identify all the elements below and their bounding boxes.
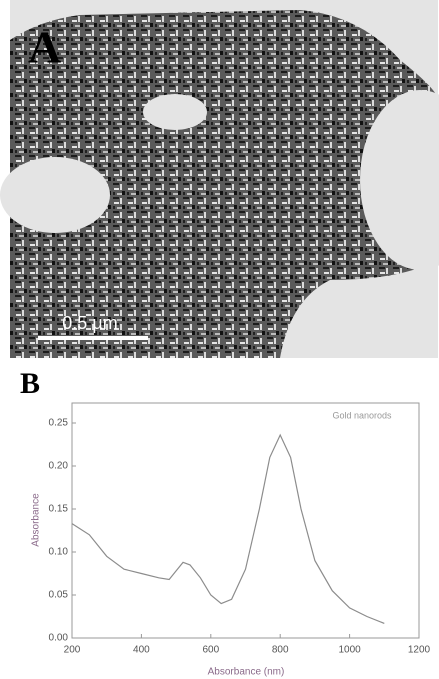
series-line: [71, 433, 385, 624]
chart: B Absorbance (nm) Absorbance 200 400 600 80…: [20, 367, 431, 678]
x-tick-label: 1200: [408, 645, 431, 656]
y-axis-label: Absorbance: [31, 493, 42, 547]
scale-bar-label: 0.5 µm: [62, 313, 117, 333]
hole: [360, 90, 439, 270]
x-tick-label: 200: [64, 645, 81, 656]
nanorod-film: [10, 10, 438, 358]
y-tick-label: 0.00: [49, 633, 69, 644]
panel-label: A: [28, 22, 61, 73]
x-tick-label: 1000: [338, 645, 361, 656]
plot-frame: [71, 402, 420, 639]
panel-label: B: [20, 367, 40, 400]
y-tick-label: 0.25: [49, 418, 69, 429]
x-tick-label: 800: [272, 645, 289, 656]
y-tick-label: 0.15: [49, 504, 69, 515]
hole: [143, 94, 207, 130]
y-tick-label: 0.20: [49, 461, 69, 472]
y-tick-label: 0.10: [49, 547, 69, 558]
y-tick-label: 0.05: [49, 590, 69, 601]
hole: [0, 157, 110, 233]
x-tick-label: 400: [133, 645, 150, 656]
legend-label: Gold nanorods: [332, 410, 392, 420]
x-tick-label: 600: [202, 645, 219, 656]
x-axis-label: Absorbance (nm): [208, 667, 285, 678]
micrograph: A 0.5 µm: [0, 0, 439, 358]
